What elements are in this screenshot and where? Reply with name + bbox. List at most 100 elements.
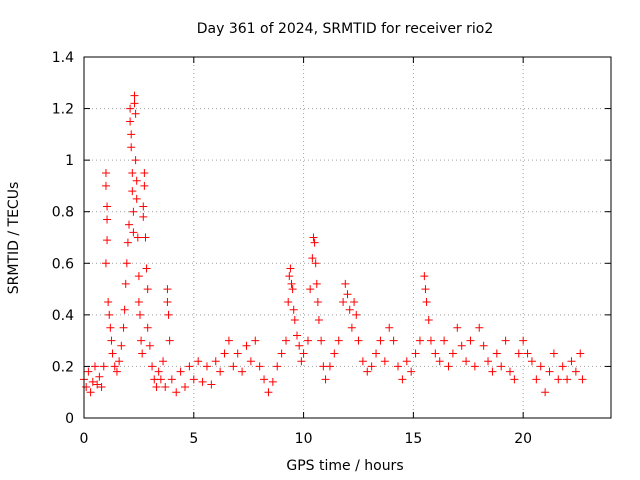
data-point <box>88 377 97 386</box>
data-point <box>99 362 108 371</box>
data-point <box>514 349 523 358</box>
data-point <box>128 187 137 196</box>
data-point <box>308 254 317 263</box>
data-point <box>330 349 339 358</box>
data-point <box>142 264 151 273</box>
data-point <box>106 323 115 332</box>
data-point <box>126 117 135 126</box>
data-point <box>95 372 104 381</box>
data-point <box>103 236 112 245</box>
data-point <box>133 233 142 242</box>
data-point <box>143 285 152 294</box>
data-point <box>101 181 110 190</box>
data-point <box>90 362 99 371</box>
data-point <box>303 336 312 345</box>
data-point <box>314 316 323 325</box>
data-point <box>411 349 420 358</box>
data-point <box>115 357 124 366</box>
data-point <box>571 367 580 376</box>
data-point <box>127 143 136 152</box>
x-tick-label: 5 <box>189 431 198 447</box>
data-point <box>211 357 220 366</box>
data-point <box>440 336 449 345</box>
data-point <box>97 383 106 392</box>
data-point <box>107 336 116 345</box>
data-point <box>484 357 493 366</box>
data-point <box>255 362 264 371</box>
data-point <box>139 212 148 221</box>
data-point <box>311 259 320 268</box>
data-point <box>156 375 165 384</box>
data-point <box>367 362 376 371</box>
y-tick-label: 1 <box>65 153 74 169</box>
data-point <box>380 357 389 366</box>
data-point <box>159 357 168 366</box>
data-point <box>567 357 576 366</box>
data-point <box>536 362 545 371</box>
data-point <box>317 336 326 345</box>
data-point <box>290 316 299 325</box>
axis-ticks <box>83 56 611 419</box>
data-point <box>363 367 372 376</box>
data-point <box>181 383 190 392</box>
data-point <box>112 367 121 376</box>
data-point <box>310 238 319 247</box>
data-point <box>163 297 172 306</box>
data-point <box>350 297 359 306</box>
data-point <box>431 349 440 358</box>
data-point <box>334 336 343 345</box>
data-point <box>479 341 488 350</box>
data-point <box>134 272 143 281</box>
data-point <box>286 264 295 273</box>
data-point <box>131 156 140 165</box>
data-point <box>488 367 497 376</box>
data-point <box>164 310 173 319</box>
data-point <box>466 336 475 345</box>
data-point <box>141 233 150 242</box>
data-point <box>415 336 424 345</box>
data-point <box>185 362 194 371</box>
grid <box>84 57 611 418</box>
data-point <box>167 375 176 384</box>
data-point <box>343 290 352 299</box>
data-point <box>122 259 131 268</box>
data-point <box>194 357 203 366</box>
data-point <box>292 331 301 340</box>
data-point <box>394 362 403 371</box>
data-point <box>352 310 361 319</box>
data-point <box>426 336 435 345</box>
data-point <box>134 297 143 306</box>
data-point <box>448 349 457 358</box>
data-point <box>135 310 144 319</box>
data-point <box>475 323 484 332</box>
data-point <box>277 349 286 358</box>
data-point <box>207 380 216 389</box>
data-points <box>80 91 587 397</box>
data-point <box>402 357 411 366</box>
data-point <box>470 362 479 371</box>
y-tick-label: 0.8 <box>52 205 74 221</box>
data-point <box>216 367 225 376</box>
data-point <box>268 377 277 386</box>
data-point <box>519 336 528 345</box>
x-tick-label: 20 <box>514 431 532 447</box>
data-point <box>527 357 536 366</box>
data-point <box>354 336 363 345</box>
data-point <box>358 357 367 366</box>
data-point <box>444 362 453 371</box>
data-point <box>376 336 385 345</box>
data-point <box>202 362 211 371</box>
data-point <box>189 375 198 384</box>
data-point <box>110 362 119 371</box>
data-point <box>120 305 129 314</box>
data-point <box>126 104 135 113</box>
data-point <box>347 323 356 332</box>
x-tick-label: 0 <box>80 431 89 447</box>
chart-title: Day 361 of 2024, SRMTID for receiver rio… <box>197 21 494 37</box>
data-point <box>139 202 148 211</box>
data-point <box>295 341 304 350</box>
data-point <box>309 233 318 242</box>
y-tick-label: 1.2 <box>52 102 74 118</box>
data-point <box>288 285 297 294</box>
data-point <box>143 323 152 332</box>
